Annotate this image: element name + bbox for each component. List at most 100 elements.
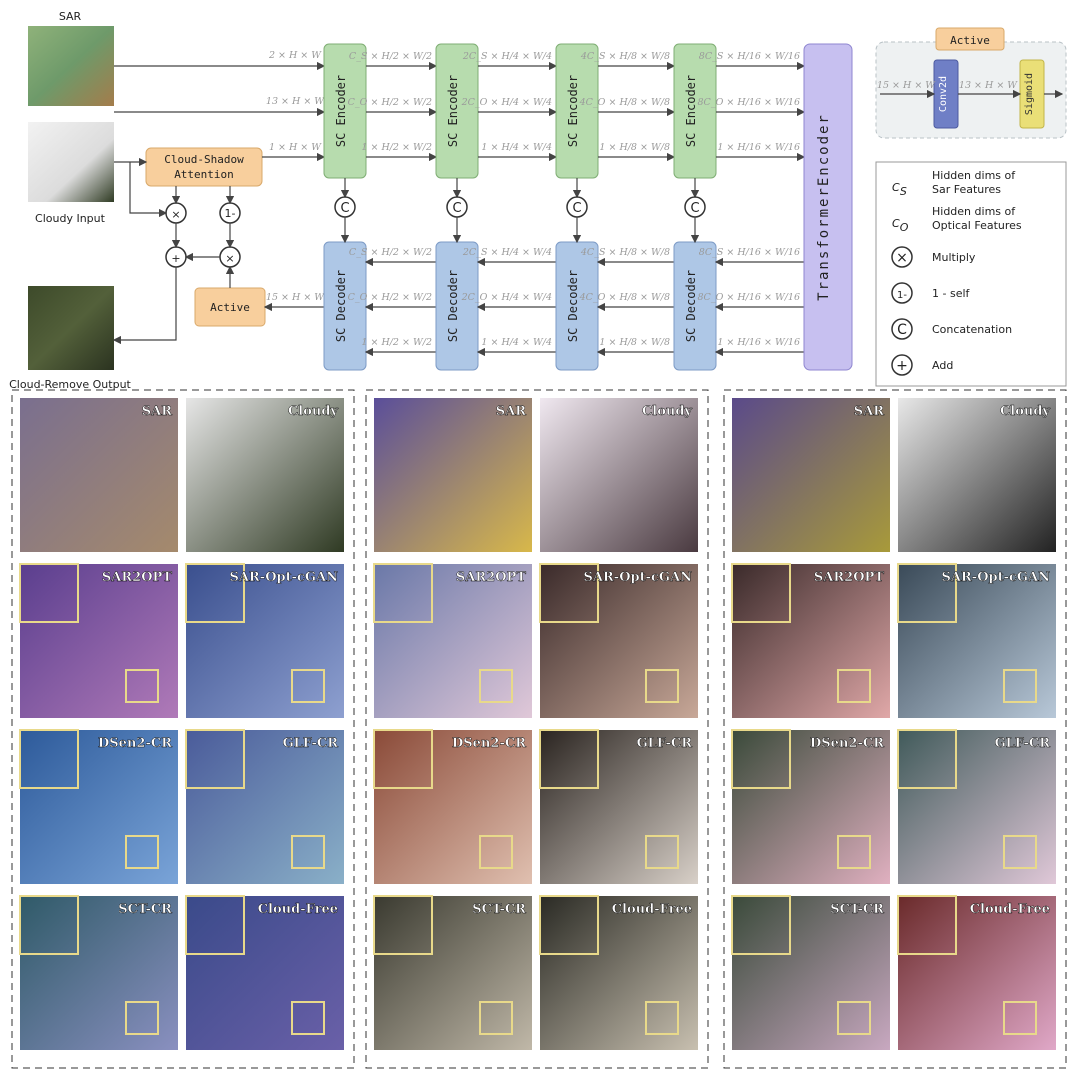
legend-circle-4 bbox=[891, 282, 913, 304]
in-dim-mask: 1 × H × W bbox=[269, 142, 322, 153]
legend-symbol-5: C bbox=[897, 322, 907, 338]
zoom-region-3-8 bbox=[1003, 1001, 1037, 1035]
in-dim-opt: 13 × H × W bbox=[266, 96, 325, 107]
attention-line-1: Cloud-Shadow bbox=[164, 153, 244, 166]
zoom-inset-3-4 bbox=[897, 563, 957, 623]
zoom-inset-3-7 bbox=[731, 895, 791, 955]
zoom-inset-3-8 bbox=[897, 895, 957, 955]
zoom-region-2-6 bbox=[645, 835, 679, 869]
result-label-2-6: GLF-CR bbox=[637, 736, 693, 751]
zoom-inset-1-8 bbox=[185, 895, 245, 955]
concat-symbol-1: C bbox=[340, 201, 349, 216]
zoom-inset-1-5 bbox=[19, 729, 79, 789]
active-panel-title: Active bbox=[950, 34, 990, 47]
result-image-2-7 bbox=[374, 896, 532, 1050]
zoom-region-2-7 bbox=[479, 1001, 513, 1035]
legend-symbol-2: CO bbox=[892, 217, 909, 234]
result-label-3-7: SCT-CR bbox=[830, 902, 884, 917]
zoom-region-3-3 bbox=[837, 669, 871, 703]
result-label-3-4: SAR-Opt-cGAN bbox=[942, 570, 1051, 585]
zoom-region-3-5 bbox=[837, 835, 871, 869]
output-image bbox=[28, 286, 114, 370]
legend-text-2-2: Optical Features bbox=[932, 219, 1022, 232]
result-label-1-4: SAR-Opt-cGAN bbox=[230, 570, 339, 585]
result-image-1-6 bbox=[186, 730, 344, 884]
result-image-1-7 bbox=[20, 896, 178, 1050]
result-label-2-4: SAR-Opt-cGAN bbox=[584, 570, 693, 585]
enc-dim-2-1: 2C_S × H/4 × W/4 bbox=[462, 51, 552, 62]
dec-dim-2-3: 1 × H/4 × W/4 bbox=[481, 337, 552, 348]
enc-dim-3-3: 1 × H/8 × W/8 bbox=[599, 142, 670, 153]
result-image-1-3 bbox=[20, 564, 178, 718]
result-image-1-8 bbox=[186, 896, 344, 1050]
concat-symbol-4: C bbox=[690, 201, 699, 216]
sc-encoder-label-1: SC Encoder bbox=[334, 75, 348, 147]
enc-dim-3-1: 4C_S × H/8 × W/8 bbox=[580, 51, 670, 62]
zoom-inset-2-4 bbox=[539, 563, 599, 623]
result-image-2-2 bbox=[540, 398, 698, 552]
zoom-region-1-5 bbox=[125, 835, 159, 869]
result-label-3-6: GLF-CR bbox=[995, 736, 1051, 751]
result-image-3-4 bbox=[898, 564, 1056, 718]
conv2d-label: Conv2d bbox=[938, 76, 949, 112]
result-image-3-8 bbox=[898, 896, 1056, 1050]
result-image-2-5 bbox=[374, 730, 532, 884]
zoom-inset-2-3 bbox=[373, 563, 433, 623]
enc-dim-4-2: 8C_O × H/16 × W/16 bbox=[698, 97, 800, 108]
legend-text-1-1: Hidden dims of bbox=[932, 169, 1016, 182]
zoom-region-2-8 bbox=[645, 1001, 679, 1035]
legend-text-4-1: 1 - self bbox=[932, 287, 971, 300]
dec-dim-1-2: C_O × H/2 × W/2 bbox=[348, 292, 432, 303]
sc-decoder-label-1: SC Decoder bbox=[334, 270, 348, 342]
sar-input-label: SAR bbox=[59, 10, 82, 23]
output-label: Cloud-Remove Output bbox=[9, 378, 131, 391]
result-label-1-1: SAR bbox=[142, 404, 172, 419]
zoom-inset-1-7 bbox=[19, 895, 79, 955]
transformer-encoder-box bbox=[803, 43, 853, 371]
result-image-3-1 bbox=[732, 398, 890, 552]
legend-symbol-1: CS bbox=[892, 181, 907, 198]
zoom-region-2-5 bbox=[479, 835, 513, 869]
zoom-inset-1-6 bbox=[185, 729, 245, 789]
enc-dim-3-2: 4C_O × H/8 × W/8 bbox=[579, 97, 670, 108]
comparison-panel-2 bbox=[365, 389, 709, 1069]
result-label-3-1: SAR bbox=[854, 404, 884, 419]
zoom-region-1-3 bbox=[125, 669, 159, 703]
result-label-3-8: Cloud-Free bbox=[970, 902, 1050, 917]
legend-symbol-6: + bbox=[896, 358, 908, 374]
enc-dim-4-3: 1 × H/16 × W/16 bbox=[717, 142, 800, 153]
result-label-1-7: SCT-CR bbox=[118, 902, 172, 917]
zoom-inset-2-7 bbox=[373, 895, 433, 955]
zoom-region-2-3 bbox=[479, 669, 513, 703]
result-image-1-5 bbox=[20, 730, 178, 884]
enc-dim-1-2: C_O × H/2 × W/2 bbox=[348, 97, 432, 108]
zoom-inset-2-6 bbox=[539, 729, 599, 789]
dec-dim-4-3: 1 × H/16 × W/16 bbox=[717, 337, 800, 348]
legend-symbol-3: × bbox=[896, 250, 908, 266]
sigmoid-label: Sigmoid bbox=[1024, 73, 1035, 115]
result-image-3-6 bbox=[898, 730, 1056, 884]
comparison-grid: SAR Cloudy SAR2OPT SAR-Opt-cGAN DSen2-CR GLF-… bbox=[11, 389, 1067, 1069]
legend-box bbox=[875, 161, 1067, 387]
sc-decoder-label-4: SC Decoder bbox=[684, 270, 698, 342]
result-label-3-3: SAR2OPT bbox=[814, 570, 884, 585]
zoom-inset-1-3 bbox=[19, 563, 79, 623]
active-in-dim: 15 × H × W bbox=[877, 80, 936, 91]
dec-dim-1-1: C_S × H/2 × W/2 bbox=[349, 247, 432, 258]
one-minus-op: 1- bbox=[219, 202, 241, 224]
legend-symbol-4: 1- bbox=[897, 290, 907, 301]
active-panel-title-box bbox=[935, 27, 1005, 51]
legend-text-6-1: Add bbox=[932, 359, 953, 372]
legend-text-3-1: Multiply bbox=[932, 251, 976, 264]
sar-input-image bbox=[28, 26, 114, 106]
result-image-2-4 bbox=[540, 564, 698, 718]
zoom-region-3-7 bbox=[837, 1001, 871, 1035]
result-image-3-5 bbox=[732, 730, 890, 884]
legend-text-1-2: Sar Features bbox=[932, 183, 1001, 196]
zoom-region-1-8 bbox=[291, 1001, 325, 1035]
out-dim: 15 × H × W bbox=[266, 292, 325, 303]
result-image-2-1 bbox=[374, 398, 532, 552]
one-minus-symbol: 1- bbox=[225, 207, 236, 220]
